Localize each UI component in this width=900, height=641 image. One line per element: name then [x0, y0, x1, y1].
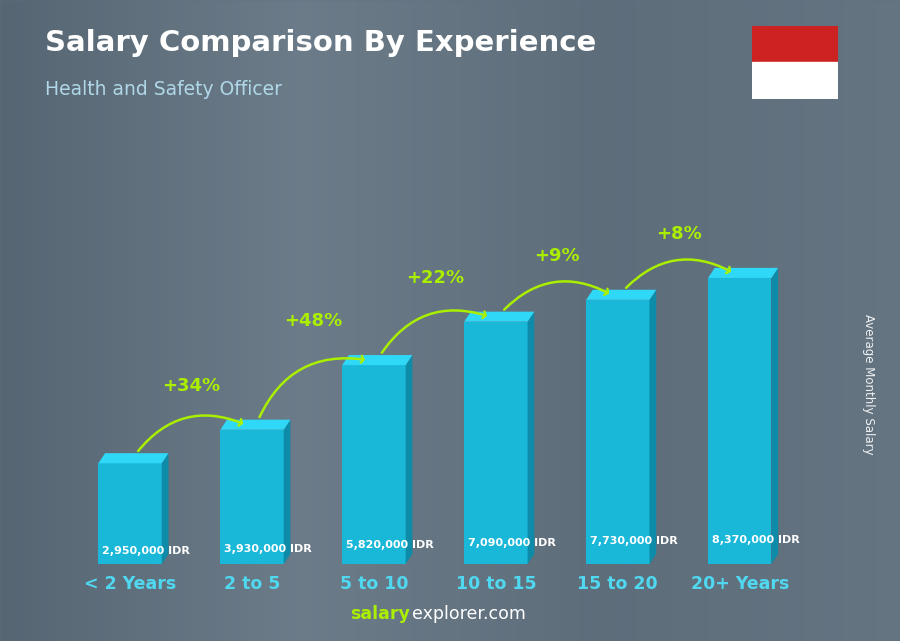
Bar — [752, 62, 838, 99]
Polygon shape — [162, 453, 168, 564]
Polygon shape — [771, 268, 778, 564]
Text: +22%: +22% — [406, 269, 464, 287]
Polygon shape — [284, 420, 291, 564]
Text: 8,370,000 IDR: 8,370,000 IDR — [712, 535, 799, 545]
Polygon shape — [708, 278, 771, 564]
Polygon shape — [406, 355, 412, 564]
Polygon shape — [342, 355, 412, 365]
Polygon shape — [586, 290, 656, 300]
Polygon shape — [220, 429, 284, 564]
Text: +48%: +48% — [284, 312, 342, 330]
Text: Salary Comparison By Experience: Salary Comparison By Experience — [45, 29, 596, 57]
Polygon shape — [586, 300, 650, 564]
Text: +34%: +34% — [162, 376, 220, 395]
Polygon shape — [98, 463, 162, 564]
Text: Average Monthly Salary: Average Monthly Salary — [862, 314, 875, 455]
Text: 5,820,000 IDR: 5,820,000 IDR — [346, 540, 434, 551]
Bar — [752, 26, 838, 62]
Text: 2,950,000 IDR: 2,950,000 IDR — [102, 546, 190, 556]
Polygon shape — [527, 312, 535, 564]
Text: 7,730,000 IDR: 7,730,000 IDR — [590, 537, 678, 546]
Text: Health and Safety Officer: Health and Safety Officer — [45, 80, 282, 99]
Text: explorer.com: explorer.com — [412, 605, 526, 623]
Text: salary: salary — [350, 605, 410, 623]
Polygon shape — [650, 290, 656, 564]
Text: +9%: +9% — [534, 247, 580, 265]
Polygon shape — [464, 312, 535, 322]
Polygon shape — [342, 365, 406, 564]
Polygon shape — [708, 268, 778, 278]
Text: 3,930,000 IDR: 3,930,000 IDR — [224, 544, 311, 554]
Polygon shape — [220, 420, 291, 429]
Text: +8%: +8% — [656, 225, 702, 243]
Text: 7,090,000 IDR: 7,090,000 IDR — [468, 538, 555, 548]
Polygon shape — [464, 322, 527, 564]
Polygon shape — [98, 453, 168, 463]
